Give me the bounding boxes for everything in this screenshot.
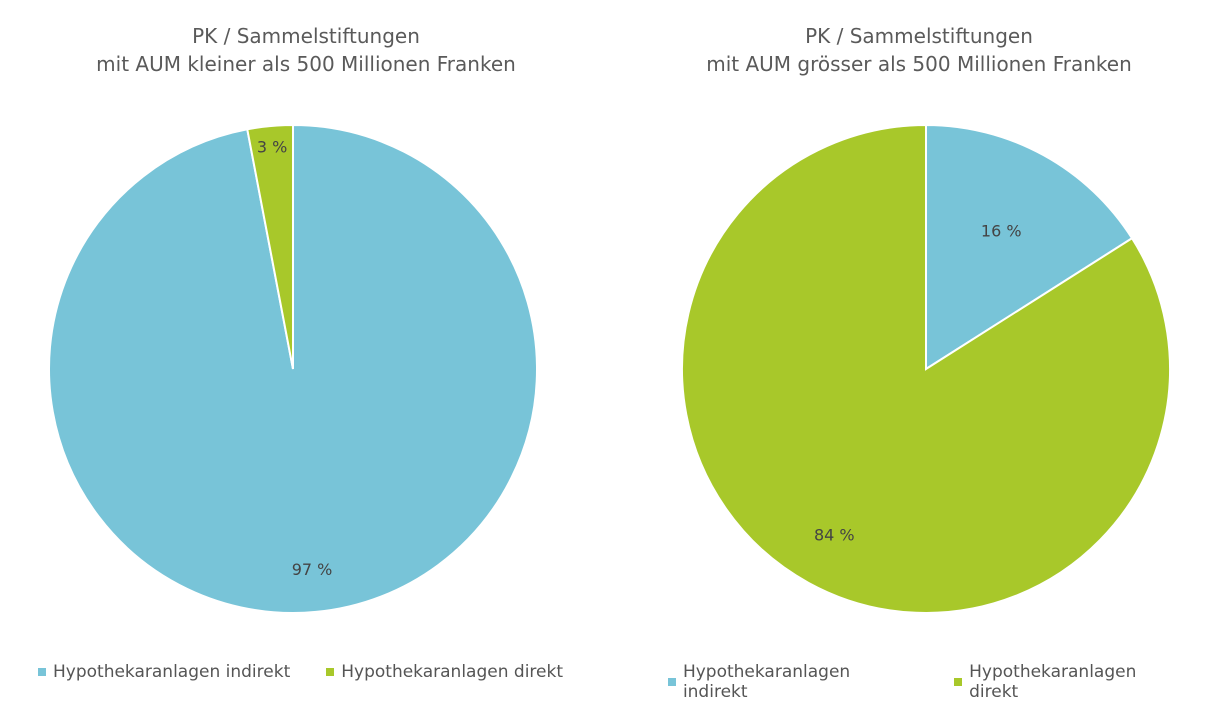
legend-swatch-direkt	[326, 668, 335, 676]
legend-label-indirekt: Hypothekaranlagen indirekt	[53, 662, 291, 682]
chart-title-line2: mit AUM grösser als 500 Millionen Franke…	[706, 52, 1132, 76]
pie-svg-right: 16 % 84 %	[681, 123, 1171, 614]
legend-right: Hypothekaranlagen indirekt Hypothekaranl…	[668, 662, 1225, 702]
pie-chart-left: PK / Sammelstiftungen mit AUM kleiner al…	[0, 0, 612, 724]
pie-svg-left: 97 % 3 %	[48, 123, 538, 614]
legend-label-direkt: Hypothekaranlagen direkt	[341, 662, 563, 682]
slice-label-indirekt: 97 %	[292, 560, 333, 579]
legend-item-direkt: Hypothekaranlagen direkt	[954, 662, 1189, 702]
legend-item-indirekt: Hypothekaranlagen indirekt	[38, 662, 290, 682]
legend-item-direkt: Hypothekaranlagen direkt	[326, 662, 563, 682]
legend-swatch-indirekt	[668, 678, 676, 686]
pie-slice-direkt	[681, 123, 1171, 614]
slice-label-direkt: 3 %	[257, 137, 287, 156]
legend-left: Hypothekaranlagen indirekt Hypothekaranl…	[38, 662, 599, 682]
legend-item-indirekt: Hypothekaranlagen indirekt	[668, 662, 918, 702]
pie-slice-indirekt	[925, 123, 1134, 371]
legend-swatch-direkt	[954, 678, 963, 686]
pie-chart-right: PK / Sammelstiftungen mit AUM grösser al…	[613, 0, 1225, 724]
slice-label-indirekt: 16 %	[981, 222, 1022, 241]
chart-title-line2: mit AUM kleiner als 500 Millionen Franke…	[96, 52, 516, 76]
legend-label-indirekt: Hypothekaranlagen indirekt	[682, 662, 851, 702]
chart-title-line1: PK / Sammelstiftungen	[805, 24, 1033, 48]
legend-label-direkt: Hypothekaranlagen direkt	[969, 662, 1137, 702]
chart-title-line1: PK / Sammelstiftungen	[192, 24, 420, 48]
slice-label-direkt: 84 %	[814, 525, 855, 544]
pie-slice-direkt	[246, 123, 294, 370]
legend-swatch-indirekt	[38, 668, 46, 676]
